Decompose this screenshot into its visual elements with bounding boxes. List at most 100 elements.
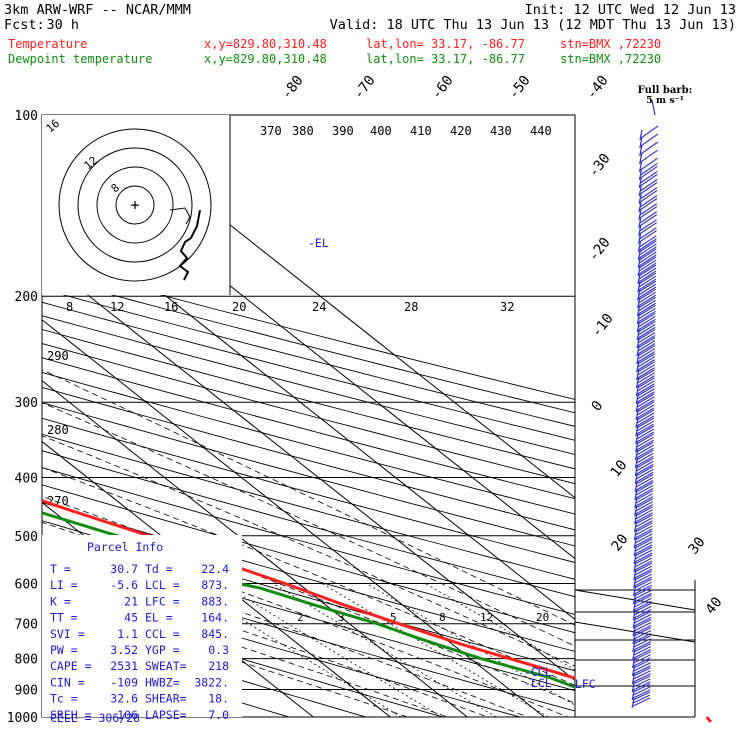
isotherm-label: -30 — [586, 151, 614, 181]
wind-barb-flag — [634, 544, 653, 555]
wind-barb-flag — [635, 530, 653, 541]
theta-label-2: 8 — [66, 300, 73, 314]
hodograph-ring — [96, 166, 174, 244]
wind-barb-flag — [636, 401, 655, 413]
wind-barb-flag — [639, 230, 657, 243]
header: 3km ARW-WRF -- NCAR/MMM Init: 12 UTC Wed… — [4, 2, 736, 66]
wind-barb-flag — [639, 189, 658, 203]
wind-barb-flag — [636, 463, 654, 475]
wind-barb-flag — [634, 546, 653, 557]
mixing-ratio-label: 20 — [536, 611, 549, 624]
lcl-label: -LCL — [524, 676, 552, 690]
wind-barb-flag — [639, 219, 657, 232]
wind-barb-flag — [638, 288, 656, 301]
dry-adiabat — [42, 288, 575, 427]
wind-barb-flag — [638, 278, 657, 291]
wind-barb-flag — [637, 367, 655, 379]
dry-adiabat — [42, 598, 445, 717]
wind-barb-flag — [640, 165, 658, 179]
wind-barb-flag — [637, 323, 656, 336]
wind-barb-flag — [634, 541, 653, 552]
theta-label: 440 — [530, 124, 552, 138]
pressure-tick-label: 100 — [15, 109, 38, 124]
wind-barb-flag — [638, 248, 657, 261]
parcel-key: LI = — [50, 578, 78, 592]
parcel-key: TT = — [50, 611, 78, 625]
pressure-tick-label: 600 — [15, 577, 38, 592]
theta-label-2: 28 — [404, 300, 418, 314]
wind-barb-flag — [634, 552, 653, 563]
wind-barb-flag — [635, 522, 653, 533]
parcel-info-rows: T = 30.7 Td = 22.4 LI = -5.6 LCL = 873. K = 21 LFC… — [50, 562, 229, 722]
parcel-info-background — [42, 535, 242, 717]
parcel-value: 3822. — [194, 675, 229, 689]
parcel-key: CCL = — [145, 627, 180, 641]
parcel-value: 7.0 — [208, 708, 229, 722]
theta-label: 430 — [490, 124, 512, 138]
theta-label: 380 — [292, 124, 314, 138]
dewpoint-legend: Dewpoint temperature — [8, 52, 153, 66]
dry-adiabat — [42, 577, 522, 717]
parcel-value: 45 — [124, 611, 138, 625]
wind-barb-flag — [636, 449, 654, 461]
wind-barb-flag — [636, 420, 655, 432]
wind-barb-flag — [636, 412, 655, 424]
wind-barb-flag — [637, 356, 656, 368]
wind-barb-flag — [639, 227, 657, 240]
skewed-extension — [574, 580, 696, 718]
ccl-label: -CCL — [524, 665, 552, 679]
wind-barb-flag — [636, 428, 655, 440]
init-time: Init: 12 UTC Wed 12 Jun 13 — [525, 2, 736, 18]
wind-barb-flag — [633, 635, 652, 645]
hodograph-ring — [77, 147, 193, 263]
wind-barb-flag — [633, 638, 652, 648]
wind-barb-flag — [632, 691, 651, 701]
parcel-info: Parcel Info T = 30.7 Td = 22.4 LI = -5.6 LCL =… — [42, 535, 242, 725]
parcel-value: 845. — [201, 627, 229, 641]
dry-adiabat — [42, 343, 575, 485]
wind-barb-flag — [635, 479, 654, 491]
wind-barb-flag — [633, 641, 652, 651]
wind-barb-flag — [635, 498, 654, 509]
wind-barb-flag — [638, 262, 657, 275]
mixing-ratio-lines — [183, 583, 575, 717]
theta-label: 400 — [370, 124, 392, 138]
wind-barb-flag — [637, 340, 656, 352]
wind-barb-flag — [639, 206, 658, 219]
wind-barb-flag — [636, 457, 654, 469]
wind-barb-flag — [633, 657, 651, 667]
wind-barb-flag — [634, 594, 652, 605]
wind-barb-flag — [635, 504, 654, 515]
wind-barb-flag — [636, 409, 655, 421]
wind-barb-flag — [632, 694, 651, 704]
parcel-value: 1.1 — [117, 627, 138, 641]
moist-adiabat — [42, 521, 569, 717]
parcel-value: 32.6 — [110, 692, 138, 706]
wind-barb-staff — [651, 99, 656, 116]
wind-barb-staff — [639, 129, 643, 141]
wind-barb-flag — [633, 670, 651, 680]
wind-barb-flag — [637, 353, 656, 365]
valid-time: Valid: 18 UTC Thu 13 Jun 13 (12 MDT Thu … — [330, 17, 736, 33]
wind-barb-flag — [637, 383, 655, 395]
hodograph-background — [42, 115, 230, 295]
isotherm-label: -20 — [586, 235, 614, 265]
wind-barb-flag — [638, 296, 656, 309]
isotherm — [0, 115, 5, 717]
wind-barb-flag — [632, 689, 651, 699]
wind-barb-flag — [635, 517, 653, 528]
wind-barb-flag — [635, 476, 654, 488]
wind-barb-flag — [637, 361, 655, 373]
pressure-tick-label: 400 — [15, 471, 38, 486]
parcel-value: 218 — [208, 659, 229, 673]
wind-barb-flag — [635, 482, 654, 493]
left-theta-label: 290 — [47, 349, 69, 363]
parcel-key: Tc = — [50, 692, 78, 706]
dewpoint-latlon: lat,lon= 33.17, -86.77 — [366, 52, 525, 66]
wind-barb-flag — [638, 312, 656, 325]
wind-barb-flag — [634, 581, 652, 592]
wind-barb-flag — [638, 299, 656, 312]
wind-barb-flag — [636, 407, 655, 419]
moist-adiabat — [42, 402, 575, 647]
wind-barb-flag — [639, 178, 658, 192]
